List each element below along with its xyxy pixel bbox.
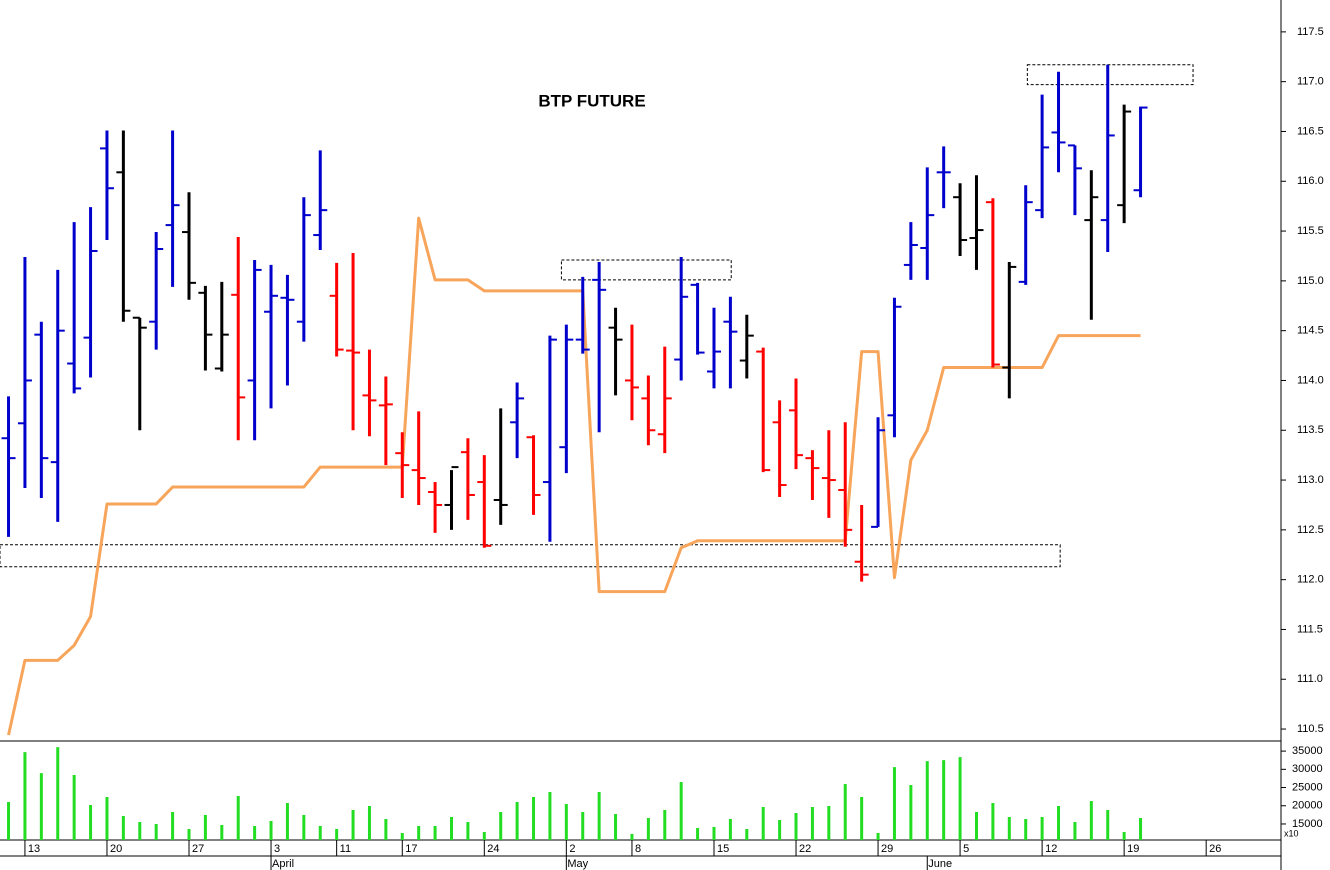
chart-title: BTP FUTURE (538, 91, 645, 110)
volume-tick-label: 30000 (1292, 763, 1323, 775)
x-tick-label: 17 (405, 843, 417, 855)
x-tick-label: 2 (569, 843, 575, 855)
y-tick-label: 113.5 (1297, 424, 1324, 436)
x-tick-label: 27 (192, 843, 204, 855)
month-label: May (567, 858, 588, 870)
y-tick-label: 117.5 (1297, 26, 1324, 38)
x-tick-label: 3 (274, 843, 280, 855)
x-tick-label: 5 (963, 843, 969, 855)
month-label: April (272, 858, 294, 870)
x-tick-label: 29 (881, 843, 893, 855)
volume-tick-label: 20000 (1292, 800, 1323, 812)
y-tick-label: 116.0 (1297, 175, 1324, 187)
x-tick-label: 13 (28, 843, 40, 855)
indicator-line (7, 216, 1141, 736)
y-tick-label: 114.0 (1297, 374, 1324, 386)
y-tick-label: 113.0 (1297, 474, 1324, 486)
y-tick-label: 111.5 (1297, 623, 1323, 635)
y-tick-label: 115.5 (1297, 225, 1324, 237)
volume-tick-label: 35000 (1292, 745, 1323, 757)
x-tick-label: 12 (1045, 843, 1057, 855)
x-tick-label: 8 (635, 843, 641, 855)
y-tick-label: 114.5 (1297, 325, 1324, 337)
x-tick-label: 26 (1209, 843, 1221, 855)
y-tick-label: 111.0 (1297, 673, 1323, 685)
y-tick-label: 115.0 (1297, 275, 1324, 287)
x-tick-label: 20 (110, 843, 122, 855)
volume-tick-label: 25000 (1292, 781, 1323, 793)
y-tick-label: 117.0 (1297, 76, 1324, 88)
zone (0, 544, 1061, 568)
month-label: June (928, 858, 952, 870)
y-tick-label: 112.0 (1297, 574, 1324, 586)
x-tick-label: 11 (340, 843, 351, 855)
zone (560, 259, 732, 281)
x-tick-label: 24 (487, 843, 499, 855)
y-tick-label: 116.5 (1297, 125, 1324, 137)
y-tick-label: 110.5 (1297, 723, 1324, 735)
x-tick-label: 15 (717, 843, 729, 855)
y-tick-label: 112.5 (1297, 524, 1324, 536)
volume-unit: x10 (1284, 828, 1299, 838)
x-tick-label: 19 (1127, 843, 1139, 855)
zone (1026, 64, 1194, 86)
volume-tick-label: 15000 (1292, 818, 1323, 830)
x-tick-label: 22 (799, 843, 811, 855)
